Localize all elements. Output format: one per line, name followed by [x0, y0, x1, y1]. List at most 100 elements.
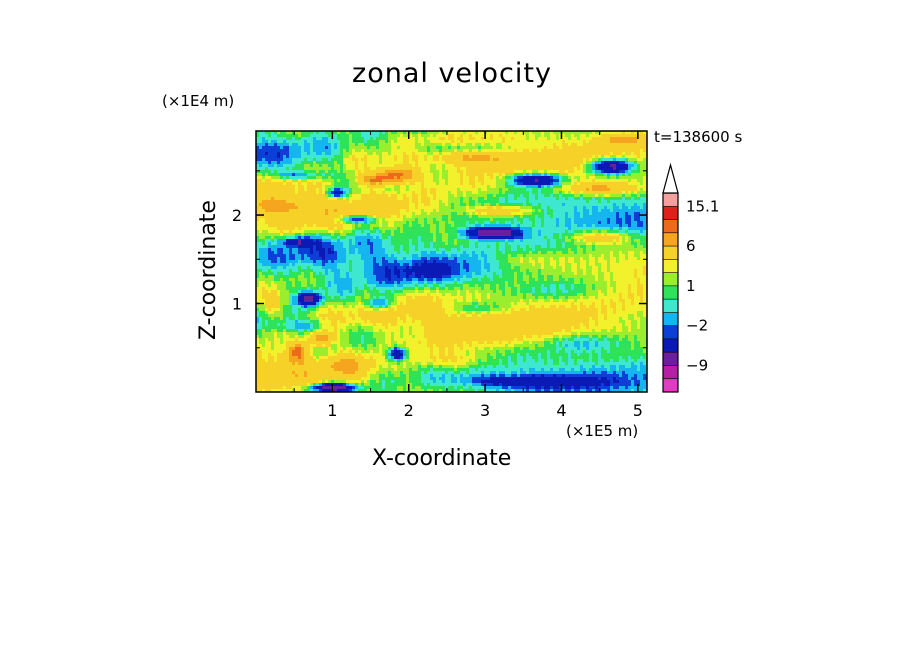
- contour-cell: [331, 236, 335, 240]
- contour-cell: [301, 161, 305, 165]
- contour-cell: [544, 137, 548, 141]
- contour-cell: [601, 134, 605, 138]
- contour-cell: [388, 152, 392, 156]
- contour-cell: [388, 155, 392, 159]
- contour-cell: [631, 191, 635, 195]
- contour-cell: [382, 206, 386, 210]
- contour-cell: [367, 230, 371, 234]
- contour-cell: [592, 179, 596, 183]
- contour-cell: [562, 140, 566, 144]
- contour-cell: [334, 176, 338, 180]
- contour-cell: [283, 203, 287, 207]
- contour-cell: [517, 191, 521, 195]
- contour-cell: [541, 212, 545, 216]
- contour-cell: [478, 179, 482, 183]
- contour-cell: [631, 215, 635, 219]
- contour-cell: [532, 143, 536, 147]
- contour-cell: [541, 239, 545, 243]
- contour-cell: [376, 203, 380, 207]
- contour-cell: [334, 188, 338, 192]
- contour-cell: [361, 221, 365, 225]
- contour-cell: [352, 185, 356, 189]
- contour-cell: [520, 200, 524, 204]
- contour-cell: [376, 149, 380, 153]
- contour-cell: [262, 155, 266, 159]
- contour-cell: [427, 149, 431, 153]
- contour-cell: [409, 230, 413, 234]
- contour-cell: [550, 158, 554, 162]
- contour-cell: [580, 146, 584, 150]
- contour-cell: [298, 191, 302, 195]
- contour-cell: [448, 236, 452, 240]
- contour-cell: [328, 149, 332, 153]
- contour-cell: [553, 227, 557, 231]
- contour-cell: [334, 227, 338, 231]
- contour-cell: [478, 215, 482, 219]
- contour-cell: [634, 161, 638, 165]
- contour-cell: [616, 242, 620, 246]
- contour-cell: [358, 206, 362, 210]
- contour-cell: [595, 221, 599, 225]
- contour-cell: [508, 176, 512, 180]
- contour-cell: [583, 203, 587, 207]
- contour-cell: [547, 176, 551, 180]
- contour-cell: [523, 203, 527, 207]
- contour-cell: [319, 212, 323, 216]
- contour-cell: [478, 194, 482, 198]
- contour-cell: [355, 236, 359, 240]
- contour-cell: [316, 182, 320, 186]
- contour-cell: [409, 173, 413, 177]
- contour-cell: [571, 194, 575, 198]
- contour-cell: [541, 155, 545, 159]
- contour-cell: [433, 236, 437, 240]
- contour-cell: [598, 215, 602, 219]
- contour-cell: [613, 239, 617, 243]
- contour-cell: [358, 149, 362, 153]
- contour-cell: [613, 149, 617, 153]
- contour-cell: [607, 191, 611, 195]
- contour-cell: [295, 146, 299, 150]
- contour-cell: [487, 167, 491, 171]
- contour-cell: [310, 221, 314, 225]
- contour-cell: [322, 191, 326, 195]
- contour-cell: [448, 164, 452, 168]
- contour-cell: [625, 143, 629, 147]
- contour-cell: [421, 137, 425, 141]
- contour-cell: [532, 197, 536, 201]
- contour-cell: [439, 173, 443, 177]
- contour-cell: [502, 176, 506, 180]
- contour-cell: [547, 221, 551, 225]
- contour-cell: [565, 176, 569, 180]
- contour-cell: [466, 233, 470, 237]
- contour-cell: [424, 143, 428, 147]
- contour-cell: [442, 221, 446, 225]
- contour-cell: [529, 206, 533, 210]
- contour-cell: [355, 206, 359, 210]
- contour-cell: [364, 146, 368, 150]
- contour-cell: [337, 152, 341, 156]
- contour-cell: [499, 191, 503, 195]
- contour-cell: [319, 221, 323, 225]
- contour-cell: [532, 206, 536, 210]
- contour-cell: [280, 188, 284, 192]
- contour-cell: [265, 230, 269, 234]
- contour-cell: [412, 173, 416, 177]
- contour-cell: [430, 239, 434, 243]
- contour-cell: [388, 209, 392, 213]
- contour-cell: [595, 179, 599, 183]
- contour-cell: [433, 185, 437, 189]
- contour-cell: [547, 224, 551, 228]
- contour-cell: [571, 158, 575, 162]
- contour-cell: [643, 158, 647, 162]
- contour-cell: [265, 179, 269, 183]
- contour-cell: [334, 185, 338, 189]
- contour-cell: [511, 155, 515, 159]
- contour-cell: [469, 215, 473, 219]
- contour-cell: [388, 212, 392, 216]
- contour-cell: [448, 176, 452, 180]
- contour-cell: [265, 143, 269, 147]
- contour-cell: [262, 245, 266, 249]
- contour-cell: [310, 161, 314, 165]
- contour-cell: [274, 191, 278, 195]
- contour-cell: [484, 173, 488, 177]
